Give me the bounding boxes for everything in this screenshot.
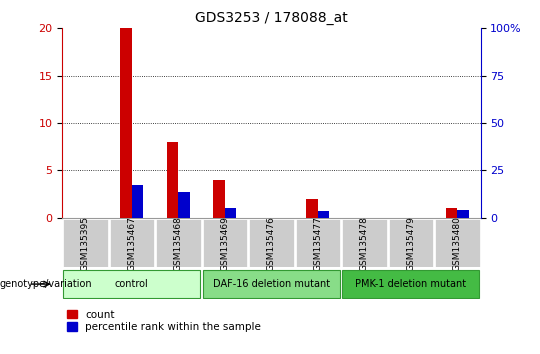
Bar [446,208,457,218]
Text: GSM135479: GSM135479 [407,216,415,271]
Bar [389,219,433,267]
Bar [295,219,340,267]
Bar [110,219,154,267]
Bar [120,28,132,218]
Bar [167,142,178,218]
Text: GSM135468: GSM135468 [174,216,183,271]
Text: control: control [115,279,148,289]
Text: GSM135477: GSM135477 [313,216,322,271]
Bar [457,210,469,218]
Title: GDS3253 / 178088_at: GDS3253 / 178088_at [195,11,348,24]
Bar [318,211,329,218]
Bar [249,219,294,267]
Text: GSM135480: GSM135480 [453,216,462,271]
Bar [213,180,225,218]
Bar [64,270,200,298]
Bar [342,219,387,267]
Legend: count, percentile rank within the sample: count, percentile rank within the sample [68,310,261,332]
Text: GSM135478: GSM135478 [360,216,369,271]
Text: genotype/variation: genotype/variation [0,279,93,289]
Bar [306,199,318,218]
Bar [225,208,237,218]
Text: GSM135395: GSM135395 [81,216,90,271]
Bar [435,219,480,267]
Bar [132,184,144,218]
Text: GSM135476: GSM135476 [267,216,276,271]
Bar [178,192,190,218]
Bar [63,219,107,267]
Text: PMK-1 deletion mutant: PMK-1 deletion mutant [355,279,467,289]
Text: GSM135469: GSM135469 [220,216,230,271]
Text: DAF-16 deletion mutant: DAF-16 deletion mutant [213,279,330,289]
Bar [342,270,479,298]
Bar [156,219,201,267]
Bar [202,219,247,267]
Bar [203,270,340,298]
Text: GSM135467: GSM135467 [127,216,136,271]
